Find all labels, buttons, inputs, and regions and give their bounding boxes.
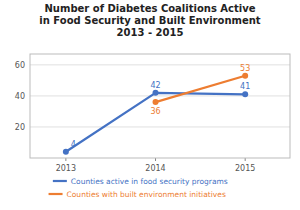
title: Number of Diabetes Coalitions Activein F… (39, 3, 261, 38)
data-label: 42 (150, 81, 160, 90)
plot-frame (30, 54, 290, 158)
grid-line (30, 126, 290, 127)
series-line (156, 76, 246, 102)
point (153, 90, 159, 96)
y-tick-label: 20 (15, 123, 25, 132)
data-label: 4 (71, 140, 76, 149)
x-tick-label: 2013 (56, 164, 76, 173)
point (153, 99, 159, 105)
grid-line (30, 64, 290, 65)
legend-entry: Counties active in food security program… (71, 177, 228, 186)
legend-swatch (49, 193, 63, 195)
x-tick-label: 2014 (145, 164, 165, 173)
y-tick-label: 40 (15, 92, 25, 101)
point (63, 149, 69, 155)
title-line: in Food Security and Built Environment (39, 15, 261, 26)
grid-line (30, 95, 290, 96)
data-label: 41 (240, 82, 250, 91)
y-tick-label: 60 (15, 61, 25, 70)
title-line: Number of Diabetes Coalitions Active (45, 3, 256, 14)
data-label: 53 (240, 64, 250, 73)
point (242, 91, 248, 97)
plot-area (63, 73, 248, 155)
chart: Number of Diabetes Coalitions Activein F… (0, 0, 300, 210)
title-line: 2013 - 2015 (117, 27, 184, 38)
legend-swatch (53, 180, 67, 182)
legend-entry: Counties with built environment initiati… (67, 190, 226, 199)
point (242, 73, 248, 79)
x-tick-label: 2015 (235, 164, 255, 173)
data-label: 36 (150, 107, 160, 116)
series-line (66, 93, 245, 152)
